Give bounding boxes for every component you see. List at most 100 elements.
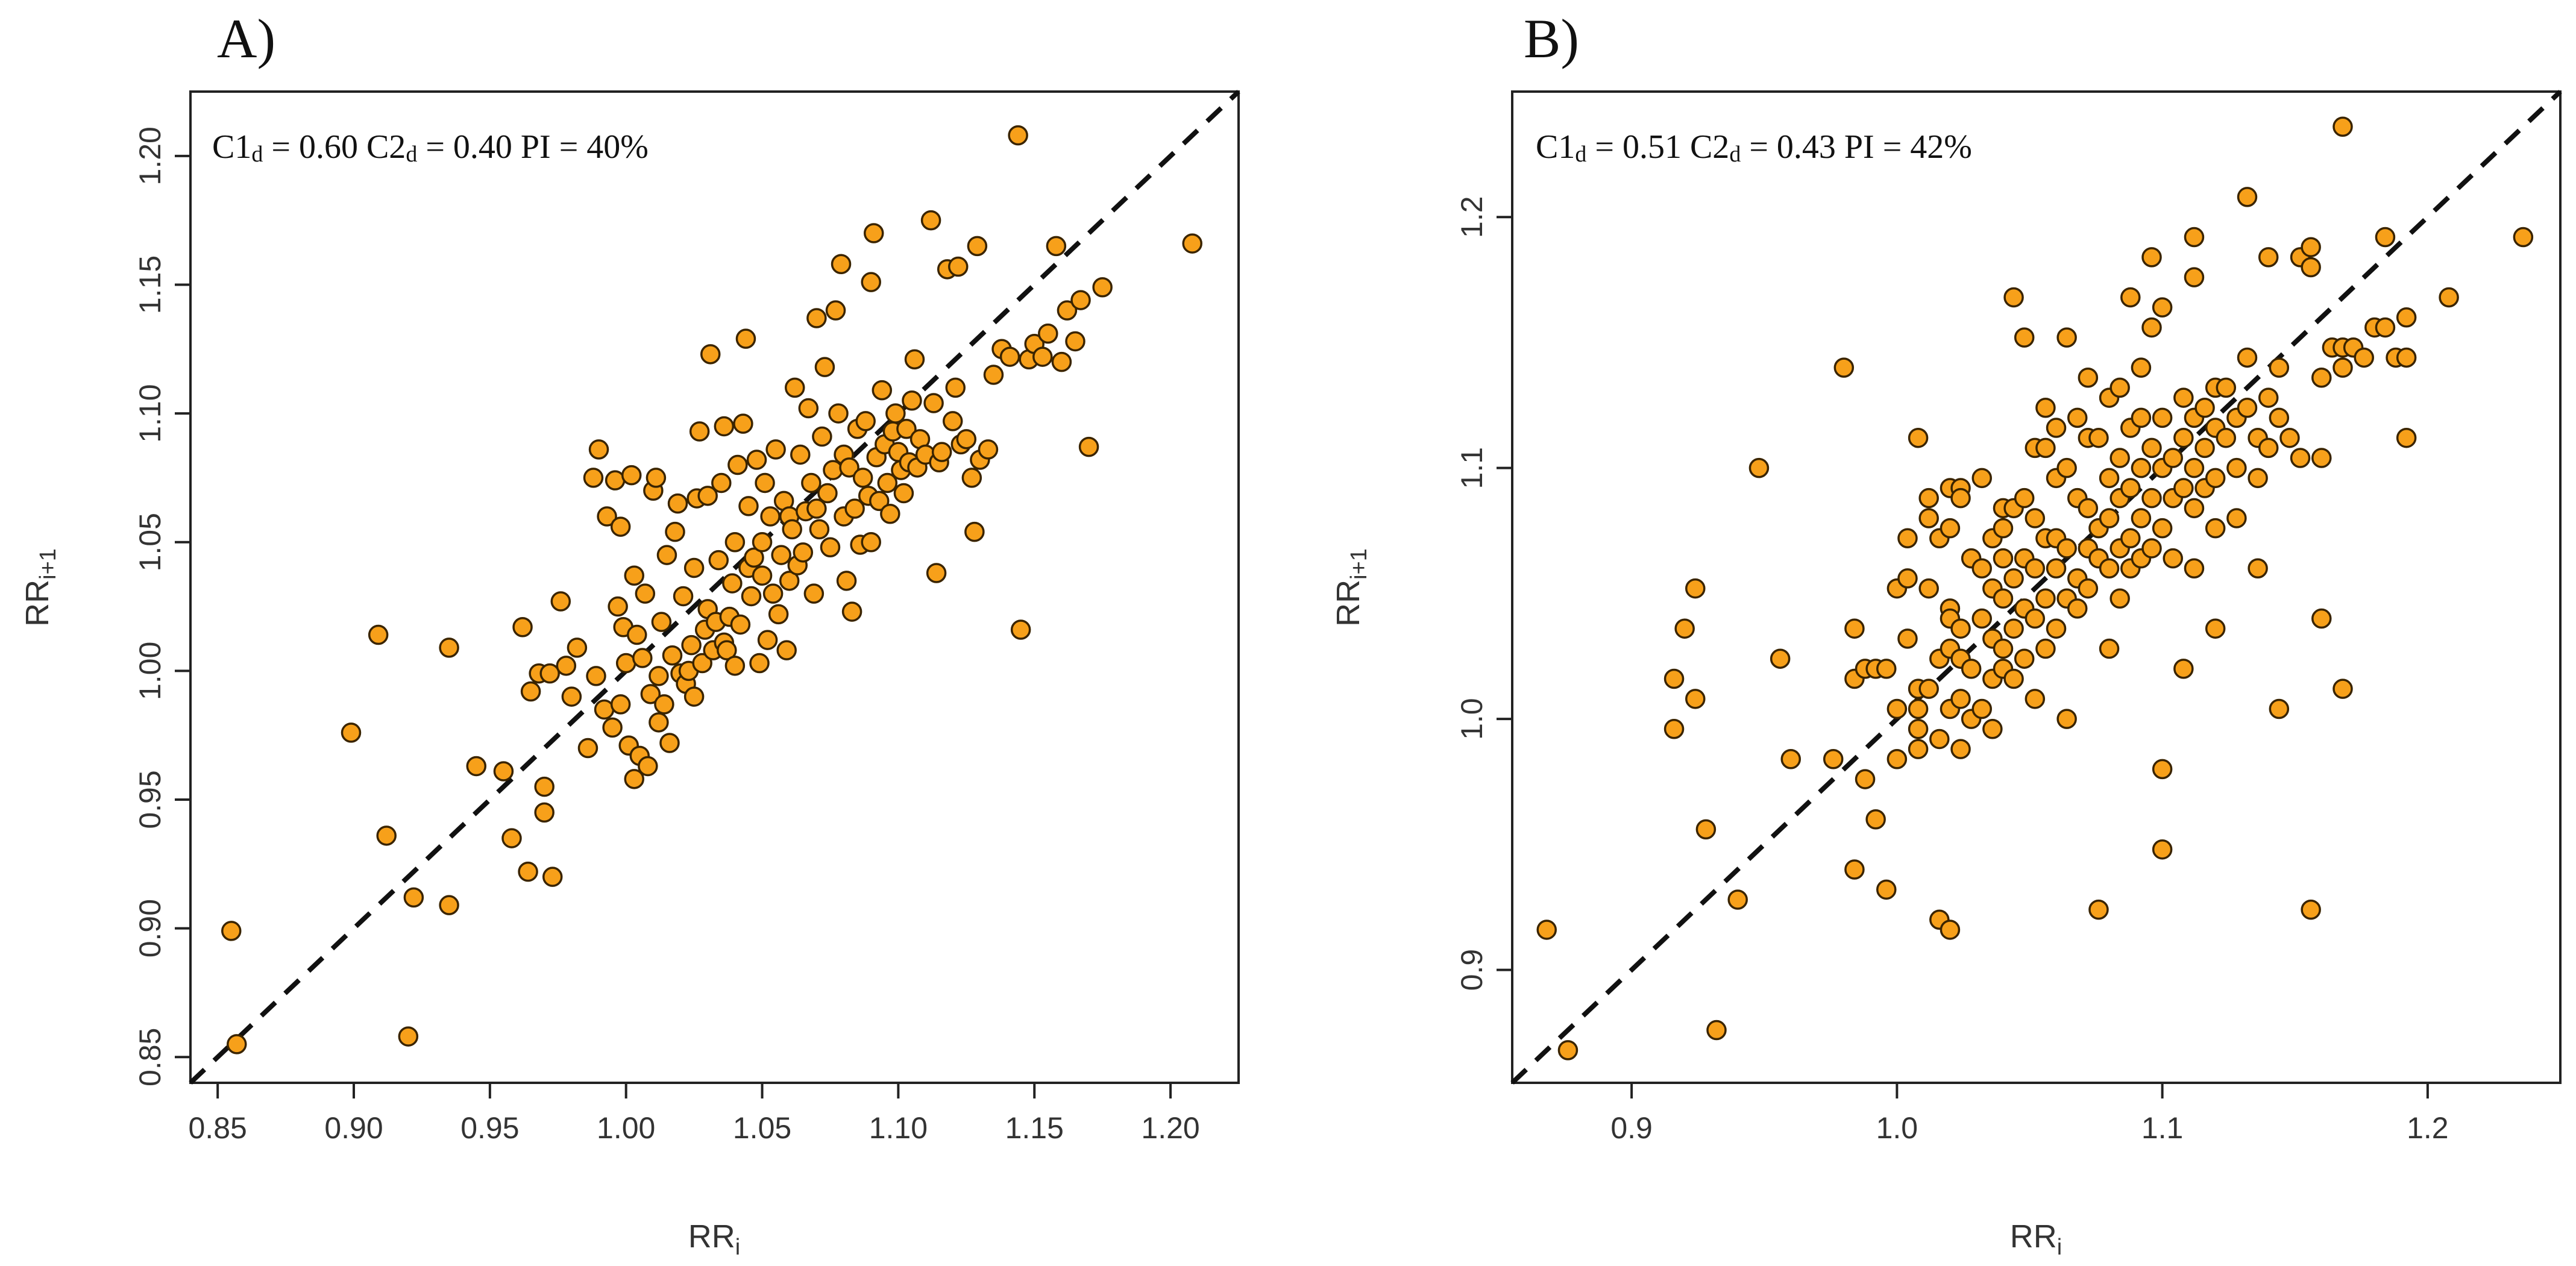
scatter-point-a-145 [880, 503, 900, 524]
scatter-point-a-50 [649, 712, 669, 733]
scatter-point-b-49 [1940, 920, 1961, 940]
scatter-point-a-92 [749, 653, 770, 674]
scatter-point-b-120 [2099, 558, 2120, 579]
scatter-point-b-4 [1674, 618, 1695, 639]
scatter-point-b-26 [1886, 749, 1908, 769]
scatter-point-a-53 [656, 545, 677, 565]
scatter-point-a-107 [784, 377, 805, 398]
scatter-point-b-37 [1918, 578, 1939, 599]
scatter-point-b-155 [2184, 227, 2205, 248]
scatter-point-a-141 [869, 490, 890, 512]
scatter-point-b-159 [2184, 498, 2205, 519]
y-tick-label-b-2: 1.1 [1455, 447, 1489, 489]
scatter-point-b-99 [2056, 327, 2077, 348]
scatter-point-b-112 [2078, 578, 2099, 599]
panel-b: B) C1d = 0.51 C2d = 0.43 PI = 42% 0.9 1.0… [1330, 8, 2562, 1260]
scatter-point-a-189 [1092, 277, 1113, 298]
scatter-point-a-62 [681, 635, 702, 656]
scatter-point-b-0 [1536, 920, 1557, 940]
y-tick-label-b-3: 1.2 [1455, 196, 1489, 238]
scatter-point-a-151 [896, 418, 917, 439]
panel-a: A) C1d = 0.60 C2d = 0.40 PI = 40% 0.85 0.… [19, 8, 1240, 1260]
scatter-point-b-54 [1950, 689, 1971, 709]
scatter-point-a-101 [771, 545, 791, 565]
scatter-point-b-52 [1950, 618, 1971, 639]
scatter-point-a-16 [534, 776, 554, 797]
scatter-point-b-78 [2003, 668, 2024, 689]
x-tick-label-a-6: 1.15 [1005, 1111, 1064, 1145]
scatter-point-a-181 [1032, 346, 1053, 367]
x-tick-label-b-0: 0.9 [1610, 1111, 1653, 1145]
scatter-point-a-183 [1046, 236, 1067, 257]
scatter-point-a-113 [801, 472, 821, 494]
scatter-point-b-44 [1940, 518, 1961, 539]
scatter-point-b-116 [2088, 899, 2109, 920]
y-tick-label-b-1: 1.0 [1455, 698, 1489, 740]
scatter-point-b-86 [2025, 558, 2046, 579]
stats-annotation-a: C1d = 0.60 C2d = 0.40 PI = 40% [212, 128, 649, 167]
scatter-point-b-77 [2003, 618, 2024, 639]
scatter-point-a-144 [877, 472, 898, 494]
scatter-point-b-19 [1855, 769, 1876, 789]
scatter-point-a-39 [624, 565, 645, 586]
scatter-point-a-74 [708, 550, 729, 571]
scatter-point-a-25 [583, 468, 604, 488]
points-a [221, 125, 1202, 1054]
scatter-point-b-139 [2141, 437, 2162, 459]
scatter-point-b-76 [2003, 568, 2024, 589]
scatter-point-b-189 [2301, 237, 2321, 257]
scatter-point-a-116 [806, 308, 827, 328]
scatter-point-a-109 [790, 444, 811, 465]
scatter-point-b-127 [2120, 287, 2141, 308]
scatter-point-b-179 [2248, 558, 2268, 579]
scatter-point-a-77 [714, 416, 735, 437]
y-tick-label-a-4: 1.05 [133, 513, 167, 571]
scatter-point-a-182 [1038, 323, 1058, 344]
scatter-point-a-153 [902, 390, 922, 411]
x-tick-label-b-3: 1.2 [2407, 1111, 2449, 1145]
scatter-point-a-57 [667, 493, 688, 514]
x-tick-label-a-2: 0.95 [460, 1111, 519, 1145]
axes-b: 0.9 1.0 1.1 1.2 0.9 1.0 1.1 1.2 [1455, 196, 2449, 1145]
scatter-point-b-130 [2120, 528, 2141, 549]
scatter-point-b-92 [2035, 588, 2056, 609]
scatter-point-b-207 [2396, 307, 2417, 328]
x-tick-label-a-3: 1.00 [597, 1111, 655, 1145]
scatter-point-b-41 [1929, 729, 1950, 750]
scatter-point-b-83 [2014, 648, 2035, 669]
scatter-point-b-33 [1908, 739, 1929, 759]
scatter-point-a-169 [961, 468, 982, 488]
scatter-point-b-110 [2078, 498, 2099, 519]
scatter-point-b-161 [2194, 397, 2215, 418]
scatter-point-a-82 [724, 656, 746, 676]
scatter-point-b-13 [1823, 749, 1844, 769]
scatter-point-a-138 [861, 272, 881, 292]
scatter-point-a-41 [627, 624, 647, 645]
scatter-point-a-97 [760, 506, 781, 527]
scatter-point-a-8 [439, 895, 459, 915]
scatter-point-b-67 [1982, 719, 2003, 739]
scatter-point-a-164 [942, 411, 963, 431]
scatter-point-a-9 [466, 756, 487, 777]
scatter-point-a-10 [493, 761, 514, 782]
scatter-point-a-70 [697, 486, 718, 506]
scatter-point-a-14 [518, 861, 538, 882]
scatter-point-b-25 [1886, 698, 1908, 719]
scatter-point-a-27 [588, 439, 609, 460]
scatter-point-b-23 [1876, 879, 1897, 900]
scatter-point-a-103 [776, 640, 797, 660]
scatter-point-b-194 [2311, 608, 2332, 629]
scatter-point-a-0 [221, 921, 242, 941]
scatter-point-b-192 [2311, 368, 2332, 388]
scatter-point-a-32 [608, 596, 628, 617]
scatter-point-a-6 [403, 887, 424, 908]
scatter-point-b-178 [2248, 468, 2268, 489]
scatter-point-a-119 [814, 357, 835, 377]
scatter-point-b-34 [1908, 427, 1929, 448]
scatter-point-b-113 [2088, 427, 2109, 448]
scatter-point-a-91 [746, 450, 767, 470]
scatter-point-b-123 [2109, 448, 2130, 468]
scatter-point-a-2 [341, 722, 362, 743]
panel-label-a: A) [217, 8, 275, 69]
